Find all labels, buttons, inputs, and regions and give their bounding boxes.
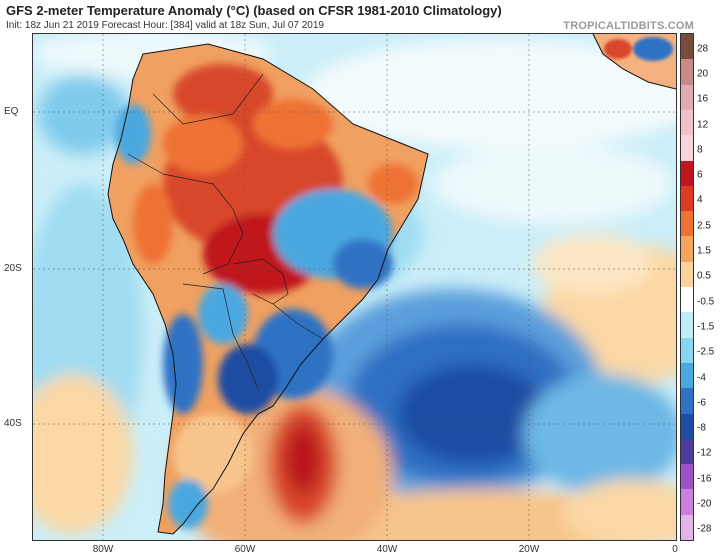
map-title: GFS 2-meter Temperature Anomaly (°C) (ba… bbox=[6, 3, 502, 18]
colorbar-tick-label: -6 bbox=[697, 397, 706, 409]
colorbar-segment bbox=[681, 34, 693, 60]
colorbar-segment bbox=[681, 413, 693, 440]
colorbar-tick-label: 6 bbox=[697, 169, 703, 181]
source-credit: TROPICALTIDBITS.COM bbox=[563, 20, 694, 32]
colorbar-tick-label: -0.5 bbox=[697, 296, 715, 308]
lon-label-80w: 80W bbox=[92, 544, 114, 555]
colorbar-segment bbox=[681, 211, 693, 237]
colorbar-segment bbox=[681, 59, 693, 86]
colorbar-tick-label: -4 bbox=[697, 372, 706, 384]
colorbar-tick-label: -8 bbox=[697, 422, 706, 434]
colorbar-tick-label: -1.5 bbox=[697, 321, 715, 333]
forecast-info: Init: 18z Jun 21 2019 Forecast Hour: [38… bbox=[6, 20, 324, 31]
south-america-landmass bbox=[107, 43, 429, 535]
colorbar-segment bbox=[681, 514, 693, 541]
colorbar-tick-label: 16 bbox=[697, 93, 709, 105]
lon-label-20w: 20W bbox=[518, 544, 540, 555]
colorbar-tick-label: 28 bbox=[697, 43, 709, 55]
colorbar-tick-label: 4 bbox=[697, 194, 703, 206]
colorbar-tick-label: 0.5 bbox=[697, 270, 711, 282]
colorbar-tick-label: 2.5 bbox=[697, 220, 711, 232]
colorbar-tick-label: -16 bbox=[697, 473, 712, 485]
colorbar-segment bbox=[681, 287, 693, 313]
map-canvas bbox=[33, 34, 676, 540]
colorbar-segment bbox=[681, 160, 693, 187]
colorbar-segment bbox=[681, 261, 693, 288]
lat-label-eq: EQ bbox=[4, 106, 19, 117]
colorbar-segment bbox=[681, 236, 693, 263]
colorbar-segment bbox=[681, 109, 693, 136]
graticule bbox=[33, 34, 676, 540]
colorbar-tick-label: 8 bbox=[697, 144, 703, 156]
lat-label-40s: 40S bbox=[4, 418, 22, 429]
colorbar-tick-label: -2.5 bbox=[697, 346, 715, 358]
lon-label-0: 0 bbox=[672, 544, 678, 555]
colorbar-tick-label: 20 bbox=[697, 68, 709, 80]
colorbar-segment bbox=[681, 464, 693, 490]
colorbar-tick-label: -12 bbox=[697, 447, 712, 459]
africa-coast bbox=[592, 34, 676, 90]
colorbar-tick-label: 12 bbox=[697, 119, 709, 131]
colorbar-segment bbox=[681, 337, 693, 364]
colorbar bbox=[680, 33, 694, 541]
lon-label-40w: 40W bbox=[376, 544, 398, 555]
colorbar-segment bbox=[681, 388, 693, 414]
colorbar-tick-label: -20 bbox=[697, 498, 712, 510]
colorbar-tick-label: -28 bbox=[697, 523, 712, 535]
colorbar-segment bbox=[681, 135, 693, 161]
colorbar-segment bbox=[681, 185, 693, 212]
ocean-anomaly-field bbox=[33, 34, 676, 540]
lat-label-20s: 20S bbox=[4, 263, 22, 274]
anomaly-map bbox=[32, 33, 677, 541]
colorbar-tick-label: 1.5 bbox=[697, 245, 711, 257]
colorbar-segment bbox=[681, 489, 693, 516]
colorbar-segment bbox=[681, 84, 693, 111]
colorbar-segment bbox=[681, 362, 693, 389]
lon-label-60w: 60W bbox=[234, 544, 256, 555]
colorbar-segment bbox=[681, 438, 693, 465]
colorbar-segment bbox=[681, 312, 693, 339]
